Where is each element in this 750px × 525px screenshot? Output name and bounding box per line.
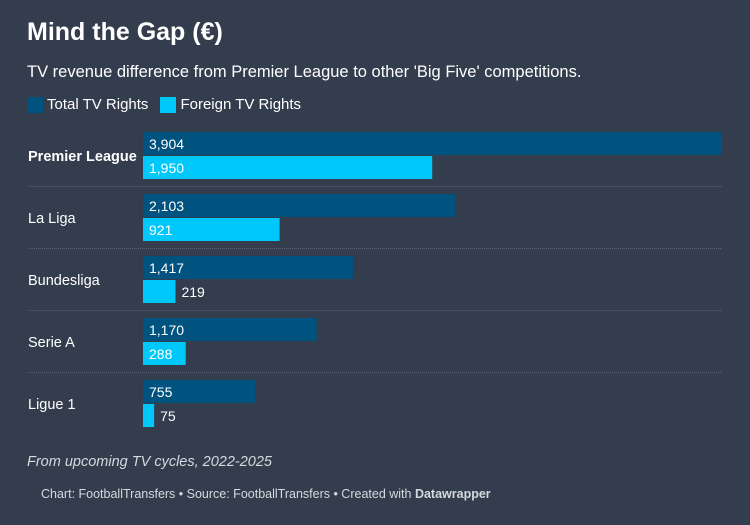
bar-foreign [143,342,186,365]
value-label: 1,950 [149,160,184,176]
value-label: 75 [160,408,176,424]
legend: Total TV Rights Foreign TV Rights [27,96,301,113]
value-label: 921 [149,222,173,238]
legend-swatch-total [27,96,43,113]
bar-total [143,256,354,279]
value-label: 3,904 [149,136,184,152]
category-label: Serie A [28,335,75,351]
value-label: 219 [181,284,205,300]
value-label: 288 [149,346,173,362]
bar-foreign [143,156,433,179]
legend-item-foreign: Foreign TV Rights [160,96,301,113]
bar-total [143,318,317,341]
bar-foreign [143,218,280,241]
category-label: Ligue 1 [28,397,76,413]
chart-footer: Chart: FootballTransfers • Source: Footb… [41,487,491,501]
category-label: La Liga [28,211,77,227]
value-label: 1,417 [149,260,184,276]
footer-credits: Chart: FootballTransfers • Source: Footb… [41,487,415,501]
bar-foreign [143,404,155,427]
chart-note: From upcoming TV cycles, 2022-2025 [27,454,272,470]
legend-swatch-foreign [160,96,177,113]
bar-total [143,380,255,403]
chart-title: Mind the Gap (€) [27,18,223,46]
value-label: 755 [149,384,173,400]
bar-total [143,194,455,217]
footer-brand: Datawrapper [414,487,491,501]
chart-subtitle: TV revenue difference from Premier Leagu… [27,63,582,81]
bar-total [143,132,722,155]
value-label: 1,170 [149,322,184,338]
legend-label-foreign: Foreign TV Rights [180,96,302,113]
value-label: 2,103 [149,198,184,214]
category-label: Bundesliga [28,273,101,289]
category-label: Premier League [28,149,137,165]
bar-foreign [143,280,176,303]
legend-label-total: Total TV Rights [47,96,149,113]
legend-item-total: Total TV Rights [27,96,148,113]
